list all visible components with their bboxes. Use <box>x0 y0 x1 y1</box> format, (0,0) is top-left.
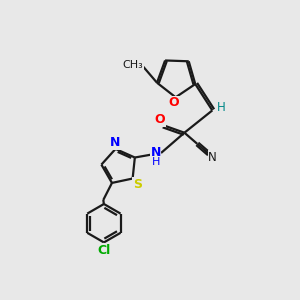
Text: Cl: Cl <box>97 244 110 257</box>
Text: H: H <box>152 157 160 166</box>
Text: N: N <box>150 146 161 159</box>
Text: O: O <box>154 113 165 126</box>
Text: CH₃: CH₃ <box>123 60 143 70</box>
Text: H: H <box>217 101 225 114</box>
Text: S: S <box>133 178 142 190</box>
Text: O: O <box>169 96 179 110</box>
Text: N: N <box>208 151 217 164</box>
Text: N: N <box>110 136 121 149</box>
